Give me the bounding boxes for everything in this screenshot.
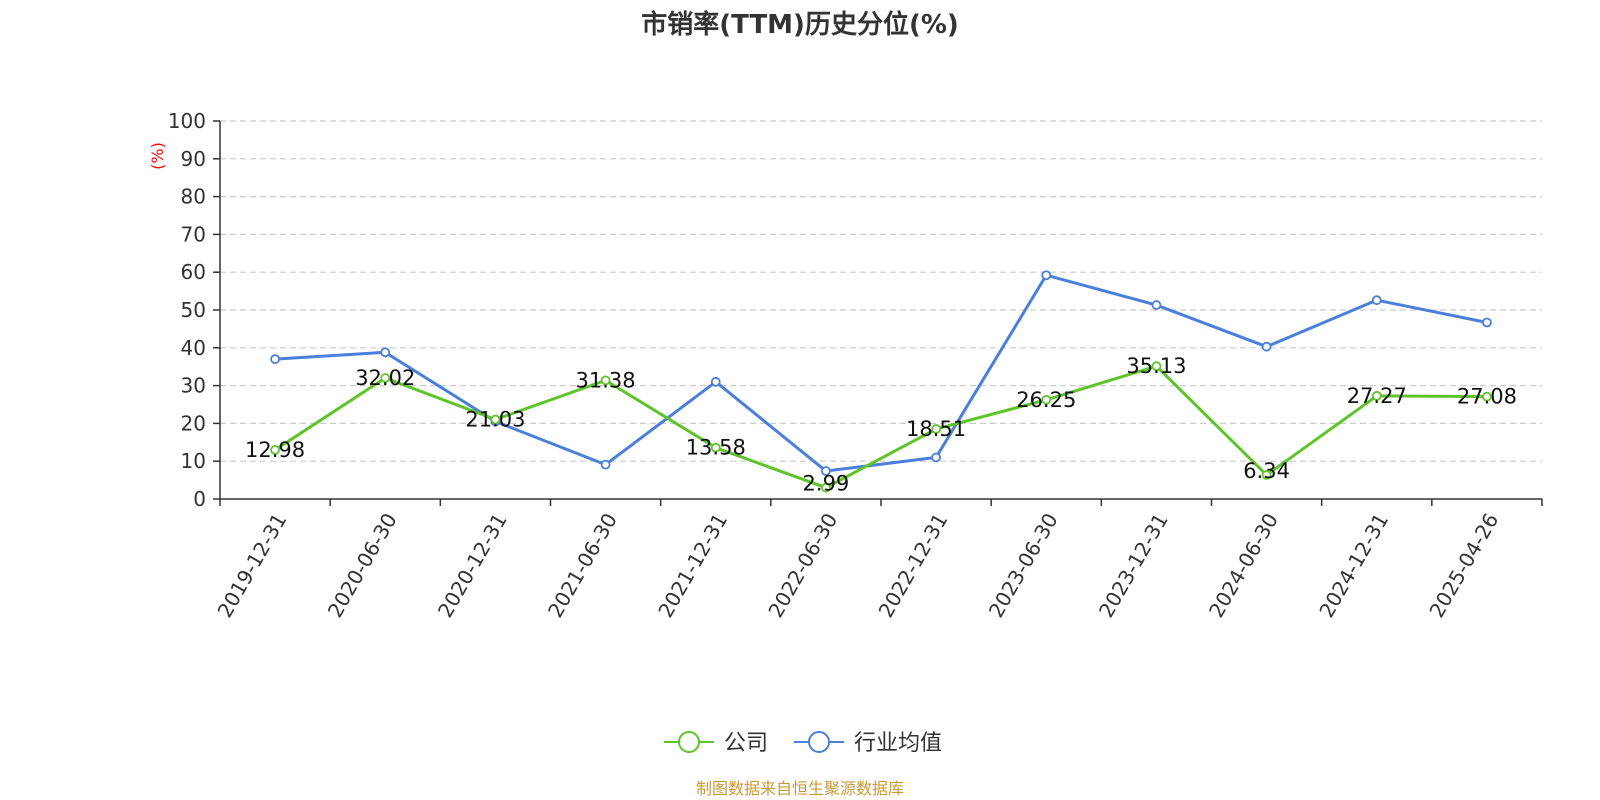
x-tick-label: 2022-06-30 bbox=[763, 509, 842, 622]
data-label: 6.34 bbox=[1243, 459, 1290, 483]
data-point[interactable] bbox=[931, 424, 941, 434]
legend-marker bbox=[808, 731, 830, 753]
data-label: 27.08 bbox=[1457, 385, 1517, 409]
data-label: 35.13 bbox=[1126, 354, 1186, 378]
y-tick-label: 30 bbox=[181, 374, 206, 398]
data-label: 26.25 bbox=[1016, 388, 1076, 412]
x-tick-label: 2024-12-31 bbox=[1314, 509, 1393, 622]
data-point[interactable] bbox=[1371, 391, 1382, 401]
data-point[interactable] bbox=[1482, 317, 1492, 328]
y-tick-label: 80 bbox=[181, 185, 206, 209]
data-point[interactable] bbox=[1151, 300, 1162, 310]
x-tick-label: 2023-06-30 bbox=[984, 509, 1063, 622]
data-point[interactable] bbox=[1041, 394, 1052, 405]
legend-item[interactable]: 公司 bbox=[664, 731, 768, 756]
legend-item[interactable]: 行业均值 bbox=[794, 731, 942, 756]
grid-layer bbox=[220, 120, 1542, 462]
data-label: 13.58 bbox=[686, 436, 746, 460]
x-tick-label: 2023-12-31 bbox=[1094, 509, 1173, 622]
y-tick-label: 60 bbox=[181, 260, 206, 284]
y-tick-label: 90 bbox=[181, 147, 206, 171]
y-tick-label: 40 bbox=[181, 336, 206, 360]
data-label: 32.02 bbox=[355, 366, 415, 390]
source-note: 制图数据来自恒生聚源数据库 bbox=[696, 779, 904, 798]
data-point[interactable] bbox=[270, 354, 280, 365]
y-tick-label: 0 bbox=[193, 487, 206, 511]
legend-marker bbox=[678, 731, 700, 753]
y-tick-label: 20 bbox=[181, 411, 206, 435]
x-tick-label: 2021-12-31 bbox=[653, 509, 732, 622]
series-line bbox=[274, 273, 1488, 473]
data-label: 18.51 bbox=[906, 417, 966, 441]
data-point[interactable] bbox=[821, 482, 831, 493]
data-point[interactable] bbox=[1371, 295, 1382, 306]
data-label: 21.03 bbox=[465, 408, 525, 432]
y-tick-label: 50 bbox=[181, 298, 206, 322]
data-point[interactable] bbox=[380, 373, 391, 383]
x-tick-label: 2024-06-30 bbox=[1204, 509, 1283, 622]
x-tick-label: 2022-12-31 bbox=[874, 509, 953, 622]
data-point[interactable] bbox=[1041, 270, 1052, 281]
chart-title: 市销率(TTM)历史分位(%) bbox=[641, 9, 959, 40]
data-label: 12.98 bbox=[245, 438, 305, 462]
x-tick-label: 2020-06-30 bbox=[323, 509, 402, 622]
label-layer: 12.98 32.02 21.03 31.38 13.58 2.99 18.51 26.25 3… bbox=[245, 354, 1517, 495]
data-label: 2.99 bbox=[803, 472, 850, 496]
y-tick-label: 100 bbox=[168, 109, 206, 133]
y-tick-label: 70 bbox=[181, 222, 206, 246]
x-tick-label: 2019-12-31 bbox=[213, 509, 292, 622]
data-point[interactable] bbox=[1261, 341, 1272, 352]
data-point[interactable] bbox=[931, 452, 941, 463]
data-point[interactable] bbox=[380, 347, 391, 358]
data-point[interactable] bbox=[1482, 391, 1492, 402]
series-line bbox=[274, 364, 1487, 490]
data-point[interactable] bbox=[710, 376, 721, 387]
data-point[interactable] bbox=[1151, 361, 1162, 372]
data-point[interactable] bbox=[1261, 470, 1272, 480]
legend-label: 公司 bbox=[724, 731, 768, 756]
y-tick-label: 10 bbox=[181, 449, 206, 473]
data-point[interactable] bbox=[600, 459, 611, 470]
x-tick-label: 2025-04-26 bbox=[1424, 509, 1503, 622]
data-point[interactable] bbox=[490, 414, 501, 425]
legend-label: 行业均值 bbox=[854, 731, 942, 756]
data-label: 31.38 bbox=[576, 368, 636, 392]
data-label: 27.27 bbox=[1347, 384, 1407, 408]
y-axis-label: (%) bbox=[148, 142, 167, 170]
data-point[interactable] bbox=[600, 375, 611, 386]
x-tick-label: 2020-12-31 bbox=[433, 509, 512, 622]
series-layer bbox=[270, 270, 1492, 493]
data-point[interactable] bbox=[710, 442, 721, 453]
data-point[interactable] bbox=[821, 466, 831, 476]
x-tick-label: 2021-06-30 bbox=[543, 509, 622, 622]
data-point[interactable] bbox=[270, 445, 280, 455]
legend[interactable]: 公司 行业均值 bbox=[664, 731, 942, 756]
